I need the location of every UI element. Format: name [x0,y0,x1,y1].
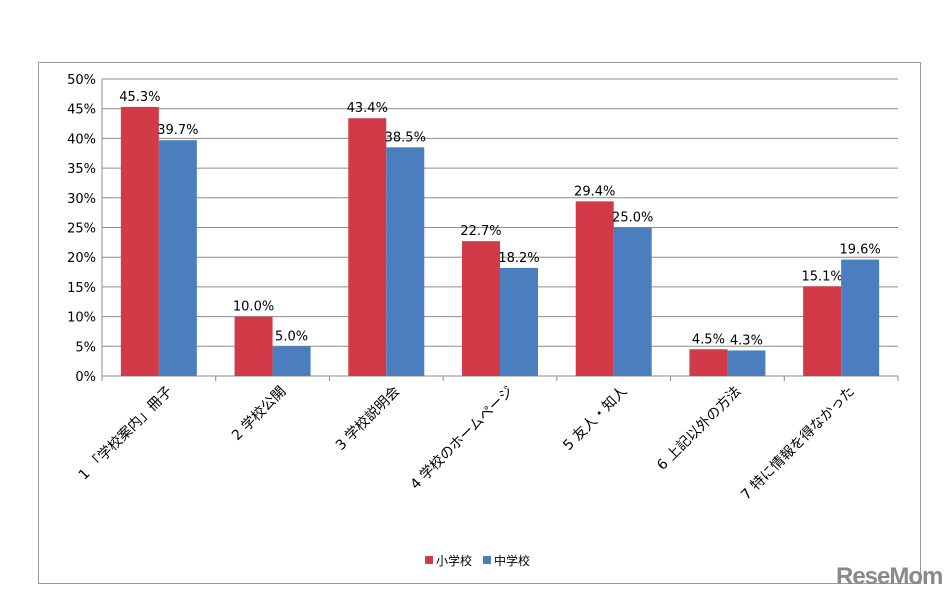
y-tick-label: 0% [75,370,96,385]
y-tick-label: 40% [67,132,96,147]
data-label: 19.6% [839,243,880,258]
bar-elementary [803,286,842,376]
bar-elementary [462,241,500,376]
x-tick-label: 3 学校説明会 [332,383,403,454]
data-label: 18.2% [498,251,539,266]
bar-elementary [120,106,159,376]
bar-middle [272,346,311,376]
data-label: 43.4% [347,101,388,116]
data-label: 4.5% [692,332,725,347]
bar-middle [613,227,652,376]
data-label: 5.0% [275,329,308,344]
bar-middle [386,147,425,376]
bar-elementary [348,118,387,376]
bar-middle [841,259,880,376]
legend-label: 中学校 [494,553,530,568]
data-label: 39.7% [157,123,198,138]
x-tick-label: 1 「学校案内」冊子 [75,383,176,484]
legend-swatch [483,556,491,564]
y-tick-label: 45% [67,103,96,118]
legend-label: 小学校 [436,553,472,568]
x-tick-label: 6 上記以外の方法 [653,383,744,474]
bar-elementary [689,349,728,376]
data-label: 25.0% [612,211,653,226]
resemom-logo: ReseMom [836,563,943,590]
x-tick-label: 2 学校公開 [228,383,289,444]
data-label: 38.5% [385,130,426,145]
bar-middle [500,267,538,376]
y-tick-label: 10% [67,311,96,326]
y-tick-label: 50% [67,73,96,88]
y-tick-label: 5% [75,340,96,355]
data-label: 29.4% [574,184,615,199]
x-tick-label: 5 友人・知人 [560,383,631,454]
data-label: 10.0% [233,300,274,315]
y-tick-label: 30% [67,192,96,207]
data-label: 45.3% [119,90,160,105]
x-tick-label: 4 学校のホームページ [407,383,517,493]
y-tick-label: 35% [67,162,96,177]
bar-elementary [234,316,273,376]
bar-middle [158,140,197,376]
y-tick-label: 20% [67,251,96,266]
y-tick-label: 25% [67,222,96,237]
y-tick-label: 15% [67,281,96,296]
data-label: 4.3% [730,333,763,348]
bar-elementary [575,201,614,376]
legend-swatch [425,556,433,564]
data-label: 22.7% [460,224,501,239]
x-tick-label: 7 特に情報を得なかった [738,383,858,503]
chart-frame [38,62,921,584]
data-label: 15.1% [801,269,842,284]
bar-middle [727,350,766,376]
